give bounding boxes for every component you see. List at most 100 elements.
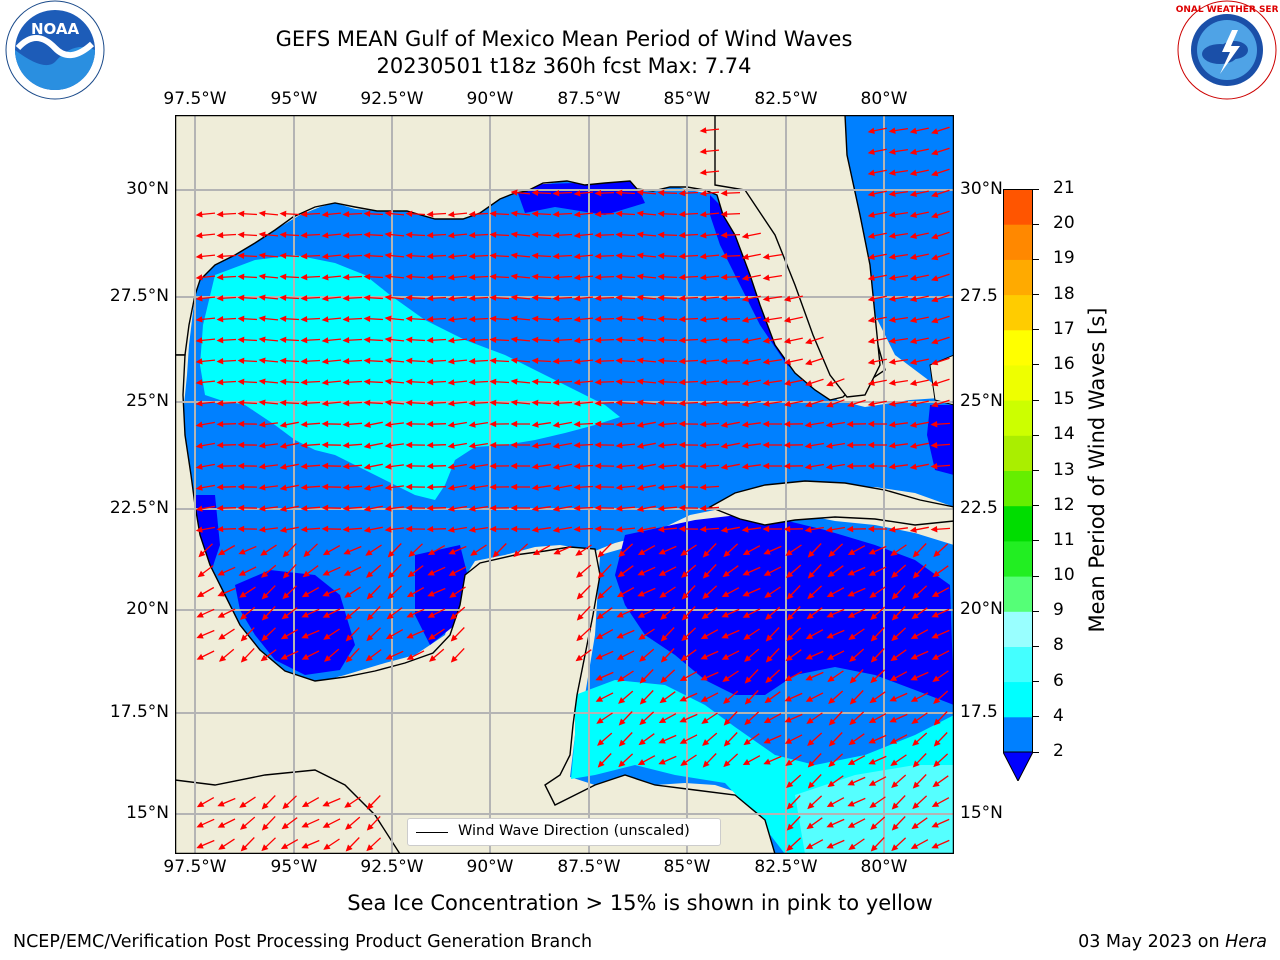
colorbar-tick-label: 16 [1053,353,1075,374]
wind-arrow-head [828,718,836,726]
wind-arrow-head [657,294,665,302]
wind-arrow-head [742,569,750,576]
wind-arrow-head [743,633,751,640]
wind-arrow-head [933,739,941,747]
wind-arrow-head [846,420,854,428]
wind-arrow-head [573,442,581,449]
wind-arrow-head [342,253,350,260]
lon-tick-label: 90°W [466,89,514,109]
wind-arrow-head [888,274,896,281]
wind-arrow-head [909,526,917,533]
lon-tick-label: 92.5°W [360,857,424,877]
wind-arrow-head [363,231,371,238]
wind-arrow-head [741,400,749,407]
wind-arrow-head [300,232,308,239]
wind-arrow-head [195,421,203,428]
wind-arrow-head [680,759,688,766]
wind-arrow-head [573,232,581,239]
wind-arrow-head [384,378,392,385]
wind-arrow-head [596,612,604,620]
wind-arrow-head [258,505,266,512]
wind-arrow-head [618,760,626,768]
lon-tick-label: 80°W [860,857,908,877]
wind-arrow-head [888,127,896,134]
wind-arrow-head [744,718,752,726]
wind-arrow-head [909,190,917,197]
wind-arrow-head [720,273,728,281]
map-panel: Wind Wave Direction (unscaled) [174,114,955,855]
wind-arrow-head [510,378,518,385]
wind-arrow-head [930,421,938,428]
wind-arrow-head [931,842,939,849]
wind-arrow-head [889,674,898,681]
wind-arrow-head [639,718,647,726]
wind-arrow-head [447,211,455,218]
wind-arrow-head [909,127,917,134]
wind-arrow-head [342,505,350,512]
legend-line-sample [416,832,448,833]
wind-arrow-head [237,399,245,406]
wind-arrow-head [447,484,455,491]
wind-arrow-head [237,210,245,217]
wind-arrow-head [237,483,245,491]
wind-arrow-head [345,823,353,830]
wind-arrow-head [805,653,813,660]
wind-arrow-head [363,273,371,280]
wind-arrow-head [322,800,330,807]
wind-arrow-head [659,591,667,598]
wind-arrow-head [909,148,917,155]
lon-tick-label: 97.5°W [163,89,227,109]
wind-arrow-head [531,442,539,449]
wind-arrow-head [342,526,350,533]
wind-arrow-head [636,378,644,385]
colorbar-tick-label: 11 [1053,529,1075,550]
wind-arrow-head [300,484,308,491]
wind-arrow-head [406,632,414,639]
wind-arrow-head [510,294,518,301]
wind-arrow-head [909,337,917,344]
wind-arrow-head [849,718,857,726]
wind-arrow-head [363,463,371,470]
wind-arrow-head [405,441,413,449]
lat-tick-label: 20°N [126,599,169,619]
wind-arrow-head [468,316,476,323]
wind-arrow-head [869,591,877,598]
wind-arrow-head [405,462,413,470]
colorbar-tick-mark [1033,681,1039,683]
wind-arrow-head [513,550,521,558]
wind-arrow-head [679,675,688,682]
wind-arrow-head [280,843,289,850]
colorbar-tick-mark [1033,716,1039,718]
wind-arrow-head [931,170,939,177]
wind-arrow-head [722,570,730,578]
map-legend: Wind Wave Direction (unscaled) [407,818,721,846]
wind-arrow-head [261,592,269,600]
wind-arrow-head [720,357,728,365]
colorbar-bin [1003,294,1033,331]
wind-arrow-head [765,613,773,620]
wind-arrow-head [721,632,729,639]
wind-arrow-head [447,358,455,365]
footer-branch: NCEP/EMC/Verification Post Processing Pr… [13,932,593,952]
wind-arrow-head [681,634,689,642]
colorbar-tick-label: 14 [1053,424,1075,445]
wind-arrow-head [322,549,331,556]
wind-arrow-head [678,462,686,470]
wind-arrow-head [657,505,665,512]
wind-arrow-head [573,463,581,470]
wind-arrow-head [321,420,329,428]
wind-arrow-head [658,717,667,724]
wind-arrow-head [279,231,287,238]
wind-arrow-head [258,442,266,449]
wind-arrow-head [931,191,939,198]
wind-arrow-head [826,842,834,849]
wind-arrow-head [405,525,413,533]
wind-arrow-head [784,695,792,702]
wind-arrow-head [594,252,602,260]
wind-arrow-head [195,316,203,323]
wind-arrow-head [594,441,602,449]
wind-arrow-head [301,611,309,618]
wind-arrow-head [197,570,205,578]
wind-arrow-head [806,612,814,620]
wind-arrow-head [216,400,224,407]
